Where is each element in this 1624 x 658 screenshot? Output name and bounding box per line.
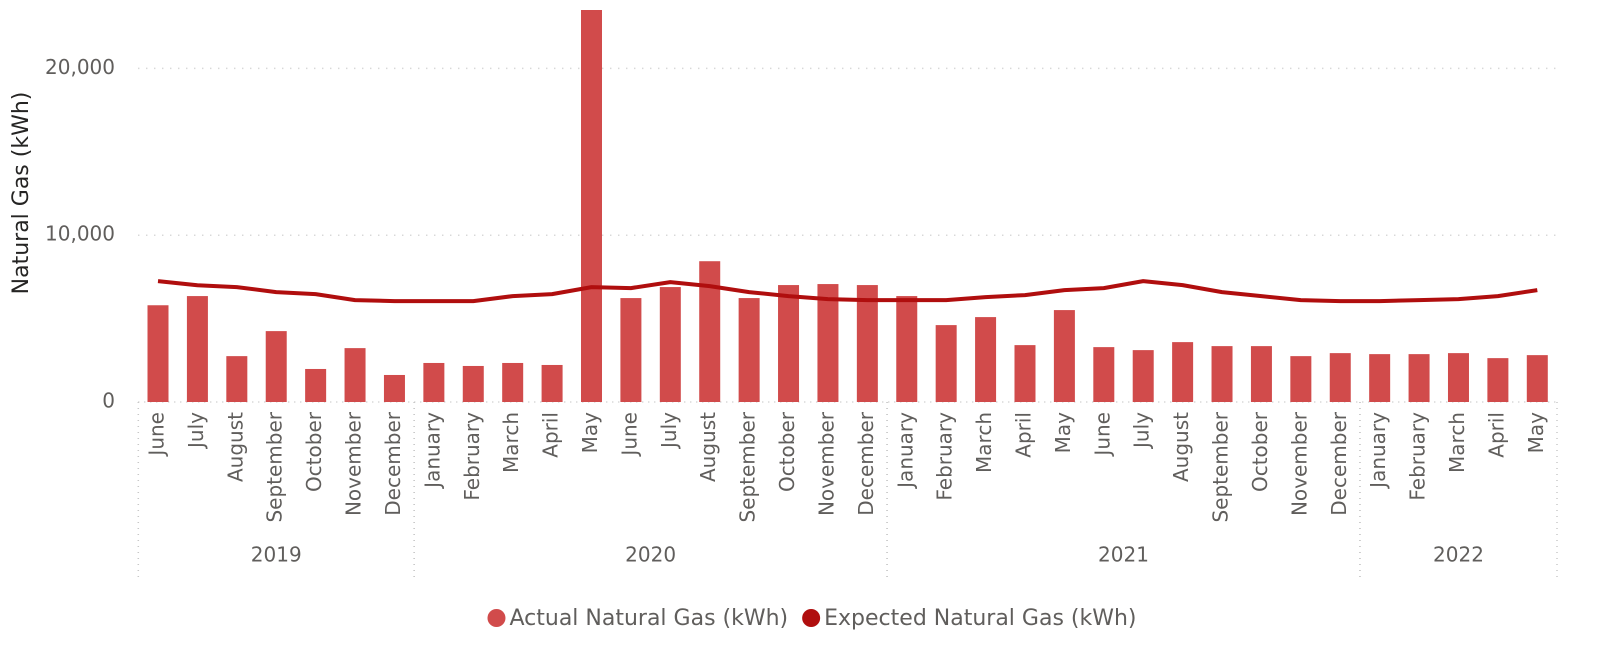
- legend-label: Expected Natural Gas (kWh): [824, 606, 1136, 631]
- bar: [738, 298, 760, 402]
- bar: [265, 331, 287, 402]
- x-tick-label: July: [657, 412, 681, 450]
- legend-label: Actual Natural Gas (kWh): [509, 606, 788, 631]
- x-tick-label: July: [184, 412, 208, 450]
- bar: [226, 356, 248, 402]
- x-tick-label: November: [342, 411, 366, 516]
- x-tick-label: December: [1327, 411, 1351, 515]
- x-tick-label: May: [578, 412, 602, 454]
- legend-marker: [487, 609, 506, 627]
- x-tick-label: June: [1090, 412, 1114, 458]
- bar: [778, 285, 800, 402]
- x-tick-label: October: [1248, 411, 1272, 492]
- bar: [1526, 355, 1548, 402]
- y-tick-label: 10,000: [45, 222, 115, 246]
- x-tick-label: January: [893, 412, 917, 490]
- x-tick-label: March: [499, 412, 523, 473]
- x-tick-label: February: [933, 412, 957, 501]
- x-tick-label: October: [775, 411, 799, 492]
- x-group-label: 2019: [251, 543, 302, 567]
- bar: [1132, 350, 1154, 402]
- x-tick-label: February: [1406, 412, 1430, 501]
- x-tick-label: July: [1130, 412, 1154, 450]
- bar: [1329, 353, 1351, 402]
- bar: [817, 284, 839, 402]
- bar: [659, 287, 681, 402]
- x-tick-label: April: [1011, 412, 1035, 458]
- y-tick-label: 20,000: [45, 55, 115, 79]
- bar: [699, 261, 721, 402]
- bar: [344, 348, 366, 402]
- bar: [1211, 346, 1233, 402]
- bar: [935, 325, 957, 402]
- legend-marker: [802, 609, 821, 627]
- x-tick-label: January: [1366, 412, 1390, 490]
- y-axis-title: Natural Gas (kWh): [9, 92, 34, 295]
- bar: [462, 365, 484, 402]
- bar: [580, 10, 602, 402]
- x-tick-label: June: [145, 412, 169, 458]
- x-tick-label: December: [854, 411, 878, 515]
- bar: [1408, 354, 1430, 402]
- bar: [1487, 358, 1509, 402]
- x-tick-label: May: [1051, 412, 1075, 454]
- bar: [1172, 342, 1194, 402]
- bar: [1053, 310, 1075, 402]
- x-tick-label: December: [381, 411, 405, 515]
- x-tick-label: March: [972, 412, 996, 473]
- x-tick-label: September: [736, 411, 760, 522]
- x-tick-label: April: [1484, 412, 1508, 458]
- x-tick-label: March: [1445, 412, 1469, 473]
- x-tick-label: October: [302, 411, 326, 492]
- x-tick-label: August: [696, 412, 720, 482]
- bar: [1290, 356, 1312, 402]
- x-tick-label: May: [1524, 412, 1548, 454]
- x-tick-label: August: [1169, 412, 1193, 482]
- bar: [975, 317, 997, 402]
- bar: [620, 298, 642, 402]
- bar: [502, 362, 524, 402]
- bar: [383, 374, 405, 402]
- bar: [147, 305, 169, 402]
- bar: [1014, 345, 1036, 402]
- y-tick-label: 0: [102, 389, 115, 413]
- x-tick-label: August: [223, 412, 247, 482]
- bar: [896, 296, 918, 402]
- x-group-label: 2020: [625, 543, 676, 567]
- bar: [1369, 354, 1391, 402]
- line: [157, 279, 1538, 304]
- x-tick-label: September: [1209, 411, 1233, 522]
- bar: [541, 364, 563, 402]
- bar: [856, 285, 878, 402]
- x-group-label: 2021: [1098, 543, 1149, 567]
- x-tick-label: February: [460, 412, 484, 501]
- bar: [186, 296, 208, 402]
- bar: [1093, 347, 1115, 402]
- x-tick-label: November: [814, 411, 838, 516]
- x-tick-label: November: [1287, 411, 1311, 516]
- x-group-label: 2022: [1433, 543, 1484, 567]
- x-tick-label: April: [539, 412, 563, 458]
- x-tick-label: January: [420, 412, 444, 490]
- x-tick-label: September: [263, 411, 287, 522]
- bar: [423, 362, 445, 402]
- bar: [1250, 346, 1272, 402]
- bar: [1447, 353, 1469, 402]
- x-tick-label: June: [617, 412, 641, 458]
- bar: [305, 368, 327, 402]
